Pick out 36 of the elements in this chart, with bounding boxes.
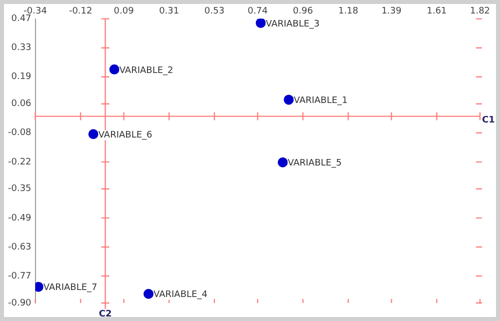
x-tick-label: 1.39: [381, 6, 402, 17]
y-tick-label: 0.33: [11, 43, 32, 54]
annotation: VARIABLE_4: [154, 290, 208, 300]
y-tick-label: 0.47: [11, 14, 32, 24]
annotation: VARIABLE_5: [288, 158, 342, 169]
y-tick-label: -0.35: [8, 184, 32, 194]
point: [109, 64, 120, 74]
annotation: VARIABLE_7: [43, 283, 98, 294]
y-tick-label: 0.19: [11, 72, 32, 82]
ref-line-label: C1: [482, 116, 495, 126]
annotation: VARIABLE_1: [294, 96, 348, 106]
x-tick-label: 0.31: [159, 6, 180, 17]
x-tick-label: 1.61: [426, 6, 447, 17]
point: [144, 288, 154, 299]
x-tick-label: 0.74: [248, 6, 268, 17]
point: [88, 129, 98, 140]
y-tick-label: 0.06: [11, 99, 32, 110]
y-tick-label: -0.08: [8, 128, 32, 138]
x-tick-label: 0.53: [204, 6, 224, 17]
y-tick-label: -0.63: [8, 242, 32, 252]
point: [278, 157, 288, 168]
x-tick-label: -0.12: [68, 6, 92, 17]
y-tick-label: -0.90: [8, 298, 32, 308]
annotation: VARIABLE_3: [266, 19, 320, 30]
x-tick-label: 1.82: [470, 6, 490, 17]
x-tick-label: 0.09: [114, 6, 134, 17]
point: [284, 94, 294, 105]
y-tick-label: -0.49: [8, 213, 32, 224]
annotation: VARIABLE_6: [98, 130, 153, 140]
x-tick-label: 0.96: [292, 6, 314, 17]
annotation: VARIABLE_2: [119, 66, 174, 76]
y-tick-label: -0.22: [8, 157, 32, 168]
y-tick-label: -0.77: [8, 271, 32, 282]
point: [256, 18, 266, 28]
x-tick-label: 1.18: [338, 6, 359, 17]
ref-line-label: C2: [98, 309, 112, 320]
